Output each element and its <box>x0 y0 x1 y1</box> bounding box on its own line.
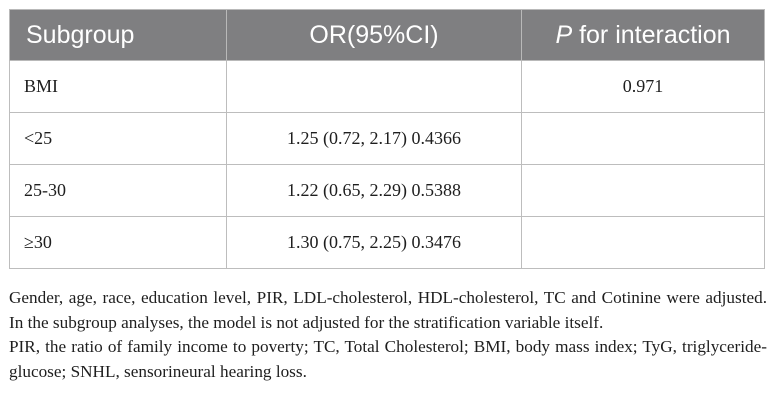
subgroup-analysis-table: Subgroup OR(95%CI) P for interaction BMI… <box>9 9 765 269</box>
table-row: <25 1.25 (0.72, 2.17) 0.4366 <box>9 112 765 165</box>
header-subgroup: Subgroup <box>9 9 227 61</box>
header-p-for-interaction: P for interaction <box>521 9 765 61</box>
cell-p-interaction: 0.971 <box>521 60 765 113</box>
footnote-adjustment: Gender, age, race, education level, PIR,… <box>9 288 767 332</box>
header-p-italic: P <box>555 20 573 49</box>
cell-p-interaction <box>521 112 765 165</box>
cell-or-ci: 1.30 (0.75, 2.25) 0.3476 <box>226 216 522 269</box>
table-header-row: Subgroup OR(95%CI) P for interaction <box>9 9 765 61</box>
table-row: BMI 0.971 <box>9 60 765 113</box>
header-or-ci: OR(95%CI) <box>226 9 522 61</box>
results-table-container: Subgroup OR(95%CI) P for interaction BMI… <box>9 9 765 269</box>
cell-subgroup: 25-30 <box>9 164 227 217</box>
cell-or-ci <box>226 60 522 113</box>
table-footnotes: Gender, age, race, education level, PIR,… <box>9 286 767 384</box>
cell-subgroup: <25 <box>9 112 227 165</box>
cell-or-ci: 1.25 (0.72, 2.17) 0.4366 <box>226 112 522 165</box>
cell-subgroup: BMI <box>9 60 227 113</box>
cell-p-interaction <box>521 216 765 269</box>
footnote-abbreviations: PIR, the ratio of family income to pover… <box>9 337 767 381</box>
header-p-rest: for interaction <box>572 20 731 49</box>
table-row: ≥30 1.30 (0.75, 2.25) 0.3476 <box>9 216 765 269</box>
cell-subgroup: ≥30 <box>9 216 227 269</box>
cell-p-interaction <box>521 164 765 217</box>
cell-or-ci: 1.22 (0.65, 2.29) 0.5388 <box>226 164 522 217</box>
table-row: 25-30 1.22 (0.65, 2.29) 0.5388 <box>9 164 765 217</box>
